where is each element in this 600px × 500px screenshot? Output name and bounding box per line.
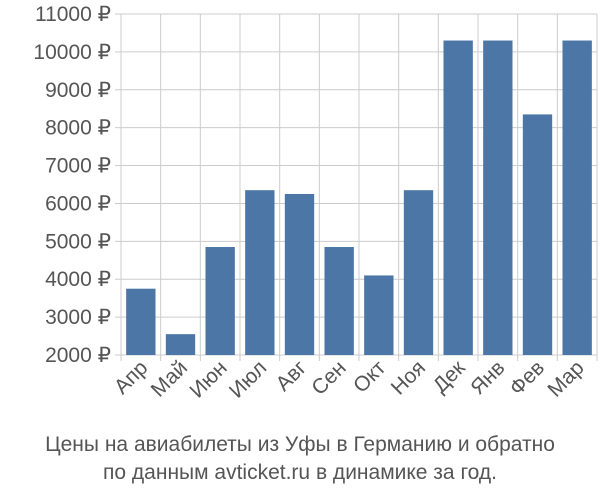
x-tick-label: Сен [307, 356, 350, 399]
y-tick-label: 10000 ₽ [33, 41, 111, 64]
bar-Июл [245, 190, 275, 355]
y-tick-label: 5000 ₽ [45, 230, 111, 253]
bar-Янв [483, 40, 513, 356]
y-tick-label: 4000 ₽ [45, 268, 111, 291]
y-tick-label: 7000 ₽ [45, 155, 111, 178]
bar-Май [165, 334, 196, 355]
bar-Мар [562, 40, 592, 356]
bar-Окт [364, 275, 394, 355]
bar-Июн [205, 247, 235, 355]
bar-Сен [324, 247, 354, 355]
bar-chart: 2000 ₽ 3000 ₽ 4000 ₽ 5000 ₽ 6000 ₽ 7000 ₽ 8000… [33, 3, 598, 403]
bar-Авг [284, 193, 315, 355]
x-tick-label: Авг [272, 356, 312, 396]
y-tick-label: 3000 ₽ [45, 306, 111, 329]
x-tick-label: Июл [225, 356, 271, 402]
bar-Апр [126, 288, 156, 355]
x-tick-label: Окт [349, 356, 391, 398]
bar-Фев [522, 114, 553, 356]
chart-caption-line-1: Цены на авиабилеты из Уфы в Германию и о… [45, 433, 555, 456]
x-tick-label: Янв [466, 356, 509, 399]
y-tick-label: 11000 ₽ [35, 3, 111, 26]
y-tick-label: 9000 ₽ [45, 79, 111, 102]
x-tick-label: Май [147, 356, 192, 401]
x-tick-label: Апр [110, 356, 152, 398]
x-tick-label: Мар [543, 356, 588, 401]
bar-Ноя [403, 190, 434, 355]
x-tick-label: Фев [505, 356, 549, 400]
y-tick-label: 6000 ₽ [45, 192, 111, 215]
bar-Дек [443, 40, 473, 356]
chart-caption-line-2: по данным avticket.ru в динамике за год. [103, 461, 497, 484]
x-tick-label: Дек [429, 356, 471, 398]
y-tick-label: 2000 ₽ [45, 344, 111, 367]
y-tick-label: 8000 ₽ [45, 117, 111, 140]
x-tick-label: Июн [185, 356, 231, 402]
x-tick-label: Ноя [387, 356, 430, 399]
